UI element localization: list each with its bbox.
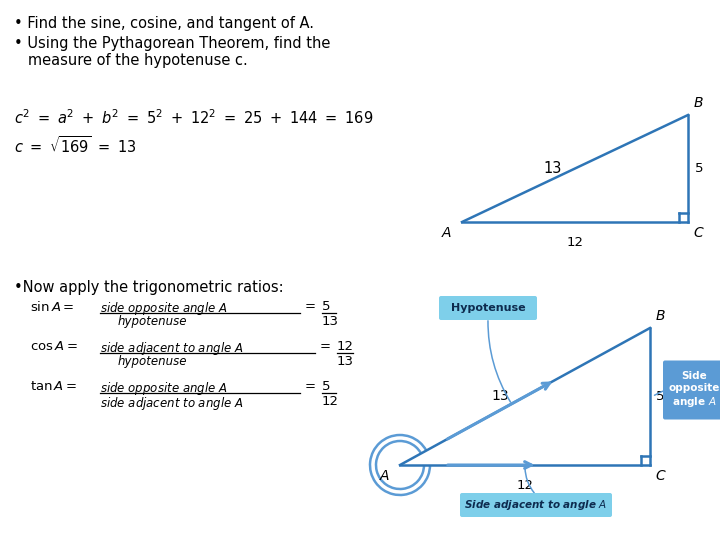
Text: $C$: $C$	[655, 469, 667, 483]
Text: $C$: $C$	[693, 226, 705, 240]
Text: $B$: $B$	[655, 309, 666, 323]
Text: $\tan A=$: $\tan A=$	[30, 380, 77, 393]
Text: $A$: $A$	[441, 226, 452, 240]
Text: $c\ =\ \sqrt{169}\ =\ 13$: $c\ =\ \sqrt{169}\ =\ 13$	[14, 135, 137, 156]
Text: 12: 12	[516, 479, 534, 492]
Text: $\cos A=$: $\cos A=$	[30, 340, 78, 353]
Text: 12: 12	[567, 236, 583, 249]
FancyBboxPatch shape	[460, 493, 612, 517]
Text: Side
opposite
angle $A$: Side opposite angle $A$	[668, 371, 720, 409]
Text: $A$: $A$	[379, 469, 390, 483]
Text: 12: 12	[322, 395, 339, 408]
Text: 5: 5	[695, 162, 703, 175]
Text: 5: 5	[656, 390, 665, 403]
Text: •Now apply the trigonometric ratios:: •Now apply the trigonometric ratios:	[14, 280, 284, 295]
Text: 12: 12	[337, 340, 354, 353]
Text: hypotenuse: hypotenuse	[118, 355, 187, 368]
Text: side adjacent to angle $A$: side adjacent to angle $A$	[100, 395, 243, 412]
Text: Hypotenuse: Hypotenuse	[451, 303, 526, 313]
Text: 13: 13	[337, 355, 354, 368]
Text: • Find the sine, cosine, and tangent of A.: • Find the sine, cosine, and tangent of …	[14, 16, 314, 31]
Text: =: =	[320, 340, 331, 353]
Text: side opposite angle $A$: side opposite angle $A$	[100, 300, 228, 317]
Text: • Using the Pythagorean Theorem, find the
   measure of the hypotenuse c.: • Using the Pythagorean Theorem, find th…	[14, 36, 330, 69]
Text: 13: 13	[544, 161, 562, 176]
Text: =: =	[305, 300, 316, 313]
Text: side adjacent to angle $A$: side adjacent to angle $A$	[100, 340, 243, 357]
Text: 13: 13	[491, 389, 509, 403]
Text: side opposite angle $A$: side opposite angle $A$	[100, 380, 228, 397]
Text: $\sin A=$: $\sin A=$	[30, 300, 74, 314]
FancyBboxPatch shape	[439, 296, 537, 320]
Text: Side adjacent to angle $A$: Side adjacent to angle $A$	[464, 498, 608, 512]
Text: 5: 5	[322, 380, 330, 393]
Text: hypotenuse: hypotenuse	[118, 315, 187, 328]
Text: 13: 13	[322, 315, 339, 328]
Text: 5: 5	[322, 300, 330, 313]
Text: $B$: $B$	[693, 96, 703, 110]
FancyBboxPatch shape	[663, 361, 720, 420]
Text: $c^2\ =\ a^2\ +\ b^2\ =\ 5^2\ +\ 12^2\ =\ 25\ +\ 144\ =\ 169$: $c^2\ =\ a^2\ +\ b^2\ =\ 5^2\ +\ 12^2\ =…	[14, 108, 374, 127]
Text: =: =	[305, 380, 316, 393]
